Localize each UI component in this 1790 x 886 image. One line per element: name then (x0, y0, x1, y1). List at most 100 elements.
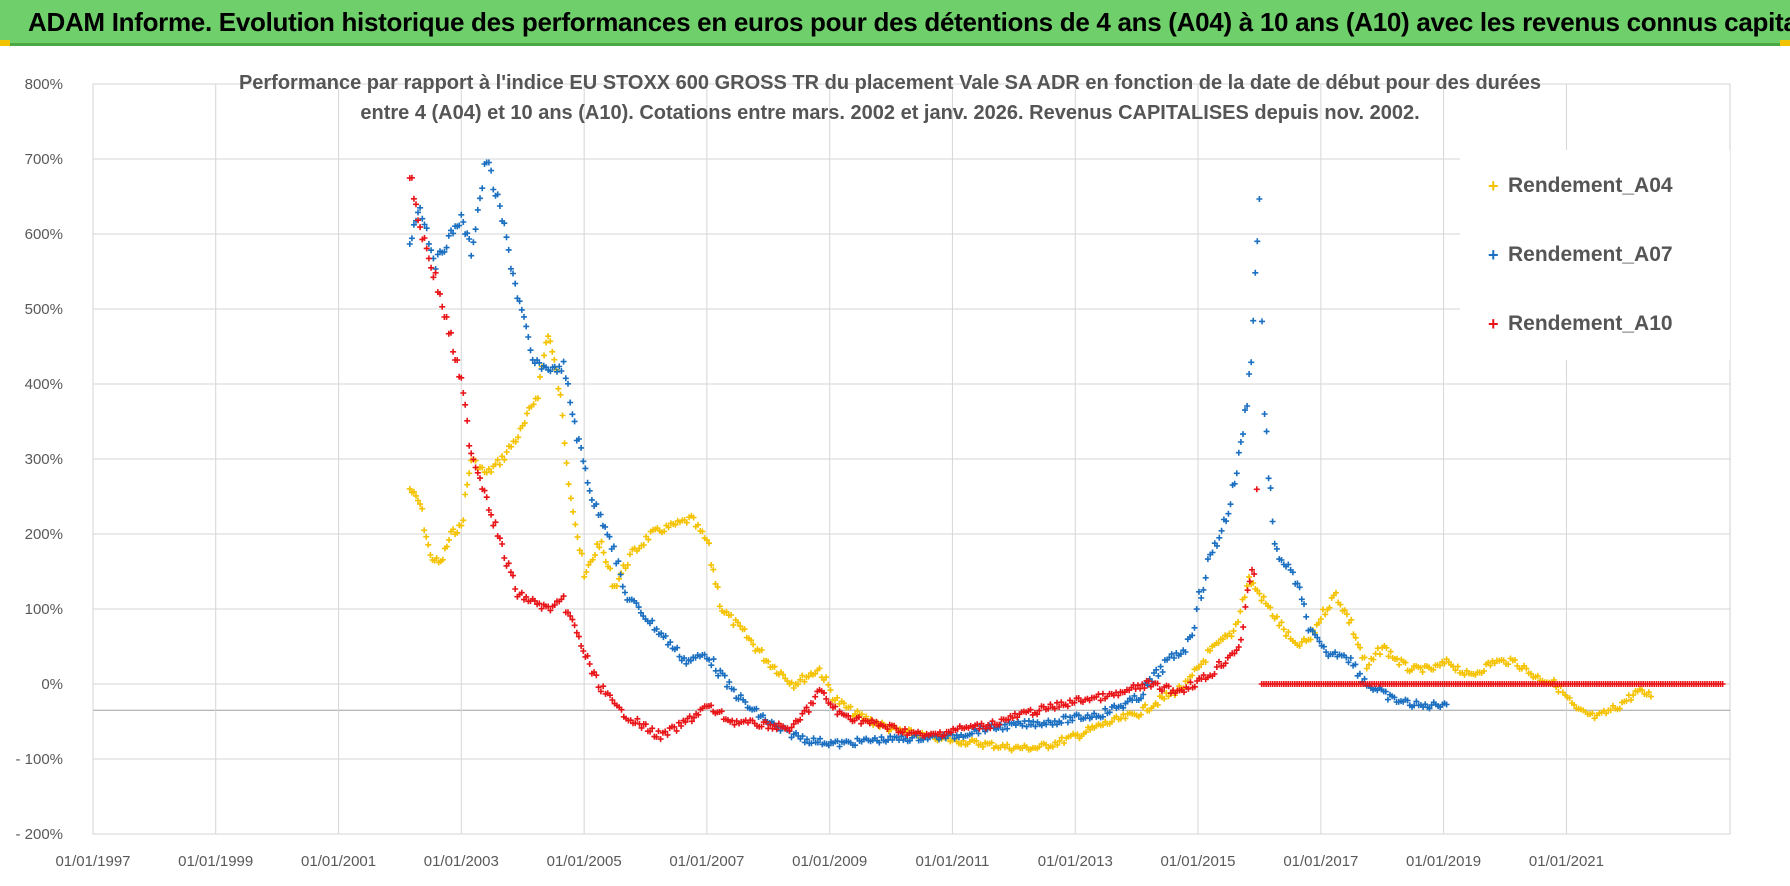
data-point (538, 605, 545, 612)
data-point (1348, 616, 1355, 623)
data-point (999, 726, 1006, 733)
data-point (1285, 561, 1292, 568)
data-point (1430, 666, 1437, 673)
data-point (1058, 699, 1065, 706)
data-point (1069, 717, 1076, 724)
data-point (821, 689, 827, 696)
data-point (458, 522, 465, 529)
data-point (1242, 407, 1248, 414)
x-tick-label: 01/01/2009 (792, 853, 867, 870)
data-point (615, 558, 622, 565)
data-point (1443, 701, 1450, 708)
data-point (593, 672, 600, 679)
data-point (597, 688, 604, 695)
data-point (1242, 603, 1249, 610)
data-point (551, 602, 558, 608)
data-point (499, 453, 506, 460)
data-point (606, 533, 613, 540)
data-point (1140, 691, 1147, 698)
data-point (571, 418, 578, 425)
data-point (790, 685, 797, 691)
data-point (427, 552, 434, 558)
x-tick-label: 01/01/2015 (1160, 853, 1235, 870)
data-point (419, 505, 426, 512)
data-point (1154, 701, 1161, 708)
data-point (672, 521, 679, 528)
x-tick-label: 01/01/2001 (301, 853, 376, 870)
legend-marker-a10: + (1488, 314, 1499, 334)
data-point (1250, 580, 1257, 586)
data-point (1211, 671, 1218, 677)
data-point (496, 203, 503, 209)
data-point (466, 470, 473, 477)
data-point (748, 637, 755, 644)
data-point (801, 707, 808, 714)
data-point (681, 655, 688, 662)
data-point (581, 573, 588, 580)
data-point (724, 683, 730, 690)
data-point (902, 726, 908, 732)
data-point (1019, 722, 1026, 729)
data-point (832, 703, 839, 710)
data-point (443, 313, 450, 320)
data-point (1237, 608, 1244, 615)
data-point (858, 711, 865, 718)
data-point (810, 735, 817, 742)
data-point (1422, 701, 1429, 708)
data-point (1630, 692, 1637, 699)
data-point (801, 739, 808, 746)
data-point (812, 693, 819, 700)
data-point (617, 571, 624, 578)
data-point (505, 246, 512, 253)
data-point (760, 712, 766, 719)
data-point (1441, 660, 1448, 667)
y-tick-label: 300% (25, 451, 63, 468)
y-tick-label: 0% (41, 676, 63, 693)
data-point (415, 497, 421, 504)
data-point (415, 217, 421, 224)
data-point (1231, 650, 1238, 657)
data-point (1323, 649, 1330, 656)
data-point (1218, 527, 1225, 534)
data-point (712, 580, 719, 587)
data-point (633, 600, 640, 607)
data-point (1138, 695, 1144, 702)
data-point (1273, 545, 1280, 552)
data-point (1154, 680, 1161, 687)
data-point (460, 517, 467, 524)
data-point (425, 541, 432, 548)
data-point (1500, 657, 1507, 664)
data-point (454, 529, 461, 536)
data-point (485, 159, 492, 166)
data-point (814, 739, 821, 746)
data-point (1027, 706, 1034, 713)
data-point (536, 600, 543, 607)
data-point (1240, 624, 1247, 631)
data-point (817, 735, 824, 742)
data-point (1345, 659, 1352, 666)
data-point (708, 561, 715, 568)
data-point (1219, 636, 1226, 643)
data-point (450, 348, 457, 355)
data-point (788, 679, 795, 686)
x-axis-labels: 01/01/1997 01/01/1999 01/01/2001 01/01/2003… (55, 853, 1604, 870)
data-point (1326, 604, 1333, 611)
data-point (428, 264, 435, 271)
gridlines (92, 83, 1731, 835)
data-point (780, 671, 787, 678)
data-point (976, 725, 983, 732)
data-point (1628, 696, 1634, 703)
data-point (1120, 704, 1127, 711)
data-point (569, 616, 576, 623)
data-point (1301, 601, 1307, 608)
x-tick-label: 01/01/1997 (55, 853, 130, 870)
data-point (710, 566, 717, 573)
data-point (1566, 695, 1573, 701)
data-point (1202, 574, 1209, 581)
data-point (1207, 647, 1214, 654)
data-point (878, 734, 885, 741)
data-point (1187, 679, 1194, 686)
data-point (1064, 703, 1071, 710)
legend-item-a07: + Rendement_A07 (1488, 243, 1673, 273)
data-point (462, 401, 469, 408)
